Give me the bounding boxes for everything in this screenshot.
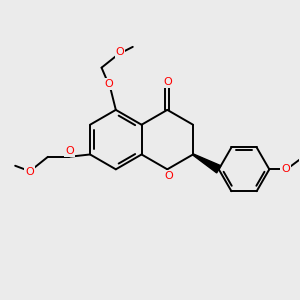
Text: O: O (164, 171, 173, 181)
Text: O: O (25, 167, 34, 177)
Polygon shape (193, 154, 221, 173)
Text: O: O (105, 79, 113, 89)
Text: O: O (116, 47, 124, 57)
Text: O: O (163, 77, 172, 87)
Text: O: O (281, 164, 290, 174)
Text: O: O (65, 146, 74, 157)
